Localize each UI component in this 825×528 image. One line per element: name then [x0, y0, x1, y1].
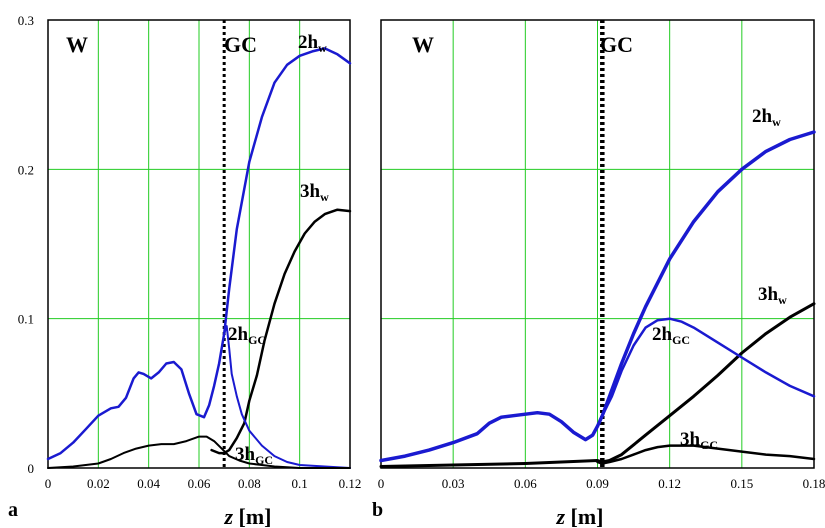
series-label-main: 3h	[300, 181, 321, 202]
x-axis-label-variable: z	[555, 504, 570, 528]
series-label-2hGC: 2hGC	[652, 324, 690, 347]
series-label-2hGC: 2hGC	[228, 324, 266, 347]
x-axis-label-unit: [m]	[571, 504, 604, 528]
series-label-main: 2h	[298, 32, 319, 53]
x-tick-label: 0.12	[658, 476, 681, 491]
x-tick-label: 0.08	[238, 476, 261, 491]
series-label-subscript: w	[318, 41, 327, 55]
series-line-2hGC	[223, 325, 351, 469]
series-line-2hw	[379, 130, 816, 463]
series-label-subscript: GC	[248, 333, 266, 347]
region-label-gc: GC	[224, 32, 257, 57]
series-line-3hw	[210, 208, 352, 455]
series-label-main: 2h	[228, 324, 249, 345]
x-tick-label: 0.03	[442, 476, 465, 491]
plot-frame	[380, 19, 815, 469]
x-tick-label: 0.04	[137, 476, 160, 491]
y-tick-label: 0.3	[18, 13, 34, 28]
series-label-2hw: 2hw	[298, 32, 327, 55]
y-tick-label: 0	[28, 461, 35, 476]
series-label-2hw: 2hw	[752, 106, 781, 129]
x-axis-label-variable: z	[223, 504, 238, 528]
x-tick-label: 0.18	[803, 476, 825, 491]
x-tick-label: 0	[378, 476, 385, 491]
region-label-gc: GC	[600, 32, 633, 57]
series-label-3hGC: 3hGC	[680, 429, 718, 452]
x-tick-label: 0	[45, 476, 52, 491]
series-label-3hw: 3hw	[300, 181, 329, 204]
y-tick-label: 0.2	[18, 162, 34, 177]
y-tick-label: 0.1	[18, 312, 34, 327]
series-line-2hw	[46, 47, 352, 461]
x-axis-label: z [m]	[555, 504, 603, 528]
series-label-3hGC: 3hGC	[235, 444, 273, 467]
series-line-2hGC	[601, 317, 816, 417]
x-tick-label: 0.15	[730, 476, 753, 491]
x-tick-label: 0.02	[87, 476, 110, 491]
series-label-main: 3h	[758, 284, 779, 305]
series-label-subscript: GC	[672, 333, 690, 347]
series-line-3hw	[379, 302, 816, 468]
series-label-subscript: w	[778, 293, 787, 307]
series-label-3hw: 3hw	[758, 284, 787, 307]
x-axis-label-unit: [m]	[239, 504, 272, 528]
x-tick-label: 0.06	[188, 476, 211, 491]
plot-frame	[47, 19, 351, 469]
series-line-3hGC	[596, 444, 816, 465]
series-label-main: 3h	[235, 444, 256, 465]
series-label-main: 2h	[752, 106, 773, 127]
series-line-3hGC	[47, 435, 351, 469]
x-axis-label: z [m]	[223, 504, 271, 528]
x-tick-label: 0.1	[292, 476, 308, 491]
series-label-main: 3h	[680, 429, 701, 450]
panel-label: a	[8, 499, 18, 521]
series-label-main: 2h	[652, 324, 673, 345]
series-label-subscript: GC	[700, 438, 718, 452]
panel-label: b	[372, 499, 383, 521]
x-tick-label: 0.06	[514, 476, 537, 491]
series-label-subscript: w	[772, 115, 781, 129]
region-label-w: W	[66, 32, 88, 57]
region-label-w: W	[412, 32, 434, 57]
panel-b: 0 0.03 0.06 0.09 0.12 0.15 0.18W GC2hw3hw2hGC3h…	[372, 19, 825, 528]
x-tick-label: 0.12	[339, 476, 362, 491]
series-label-subscript: w	[320, 190, 329, 204]
series-label-subscript: GC	[255, 453, 273, 467]
x-tick-label: 0.09	[586, 476, 609, 491]
